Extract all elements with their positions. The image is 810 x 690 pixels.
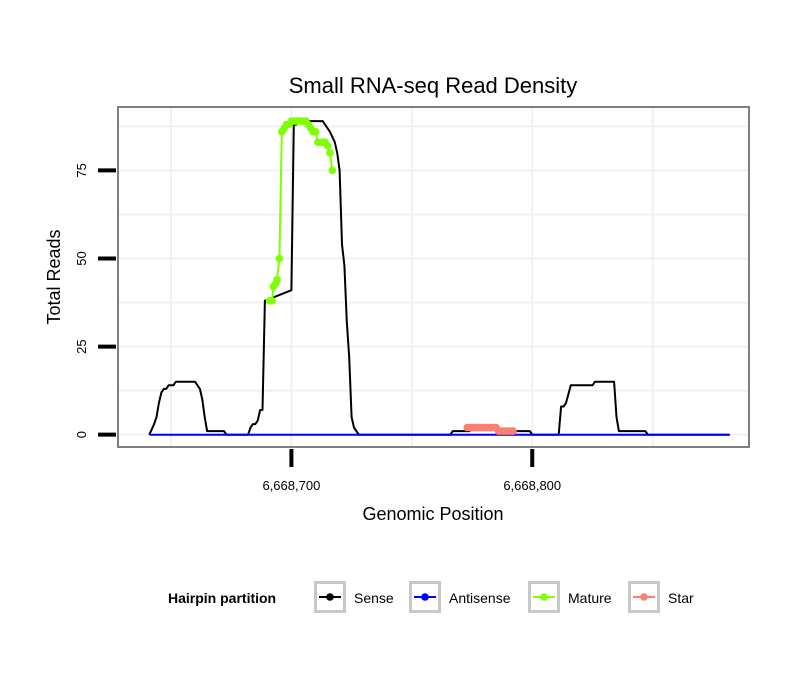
data-point-mature (273, 275, 281, 284)
legend-key-point (640, 593, 648, 601)
legend-item-star: Star (628, 581, 694, 613)
x-tick-label: 6,668,800 (503, 478, 561, 493)
legend-label-antisense: Antisense (449, 590, 511, 606)
axes: 0 25 50 75 6,668,700 6,668,800 (74, 163, 561, 493)
legend-item-antisense: Antisense (409, 581, 511, 613)
data-layer (148, 117, 730, 436)
x-tick-label: 6,668,700 (262, 478, 320, 493)
plot-panel (118, 107, 749, 447)
series-line-sense (148, 120, 730, 436)
data-point-mature (311, 127, 320, 136)
legend-item-sense: Sense (314, 581, 394, 613)
x-axis-title: Genomic Position (362, 504, 503, 524)
y-tick-label: 50 (74, 251, 89, 265)
legend-item-mature: Mature (528, 581, 612, 613)
y-axis-title: Total Reads (44, 229, 64, 324)
legend-key-point (326, 593, 334, 601)
data-point-mature (326, 149, 334, 157)
data-point-mature (323, 142, 332, 150)
data-point-mature (275, 254, 284, 263)
chart-title: Small RNA-seq Read Density (289, 73, 578, 98)
legend-key-point (540, 593, 548, 601)
legend-label-star: Star (668, 590, 694, 606)
y-tick-label: 0 (74, 431, 89, 438)
legend-label-mature: Mature (568, 590, 612, 606)
legend-title: Hairpin partition (168, 590, 276, 606)
legend-key-point (421, 593, 429, 601)
y-tick-label: 75 (74, 163, 89, 177)
data-point-mature (328, 166, 337, 175)
data-point-mature (268, 297, 276, 305)
y-tick-label: 25 (74, 339, 89, 353)
data-point-star (509, 427, 517, 435)
plot-border (117, 106, 750, 448)
legend-label-sense: Sense (354, 590, 394, 606)
legend: Hairpin partition Sense Antisense Mature St… (168, 581, 694, 613)
